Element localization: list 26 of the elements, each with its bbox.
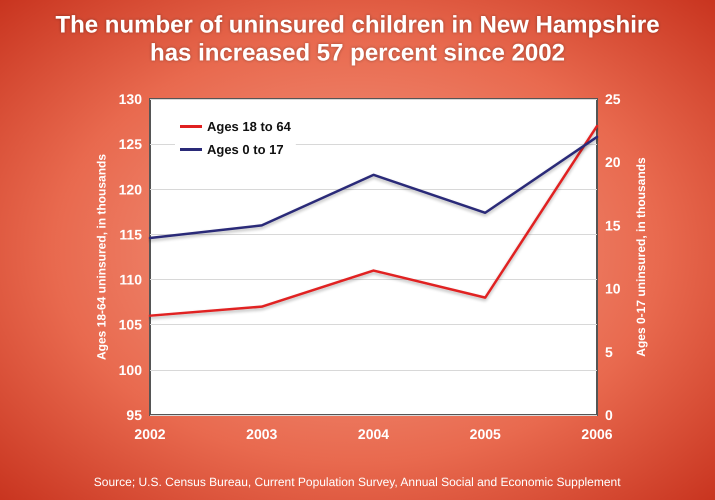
- y-tick-label: 105: [118, 316, 142, 333]
- line-series: [148, 136, 598, 240]
- y2-tick-label: 20: [605, 154, 621, 170]
- x-tick-label: 2004: [358, 426, 390, 442]
- x-tick-label: 2006: [581, 426, 613, 442]
- y-tick-label: 120: [118, 181, 142, 198]
- y-tick-label: 125: [118, 136, 142, 152]
- legend-label: Ages 0 to 17: [207, 142, 284, 157]
- y2-axis-title: Ages 0-17 uninsured, in thousands: [634, 156, 648, 357]
- y2-tick-label: 25: [605, 91, 621, 107]
- y2-tick-label: 15: [605, 217, 621, 234]
- y-tick-label: 110: [119, 272, 142, 288]
- x-tick-label: 2003: [246, 426, 278, 442]
- x-tick-label: 2002: [134, 426, 166, 442]
- y-tick-label: 115: [119, 226, 142, 242]
- chart-title: The number of uninsured children in New Hampshire has increased 57 percent since 2002: [55, 12, 660, 66]
- y-axis-title: Ages 18-64 uninsured, in thousands: [94, 154, 109, 360]
- y-tick-label: 100: [118, 362, 142, 378]
- legend-label: Ages 18 to 64: [207, 119, 292, 134]
- source-note: Source; U.S. Census Bureau, Current Population Survey, Annual Social and Economic Supplement: [94, 475, 622, 489]
- y-tick-label: 95: [126, 407, 142, 423]
- y2-tick-label: 0: [605, 407, 613, 423]
- x-tick-label: 2005: [470, 426, 502, 442]
- y2-tick-label: 10: [605, 280, 621, 297]
- y2-tick-label: 5: [605, 344, 613, 360]
- y-tick-label: 130: [118, 91, 142, 107]
